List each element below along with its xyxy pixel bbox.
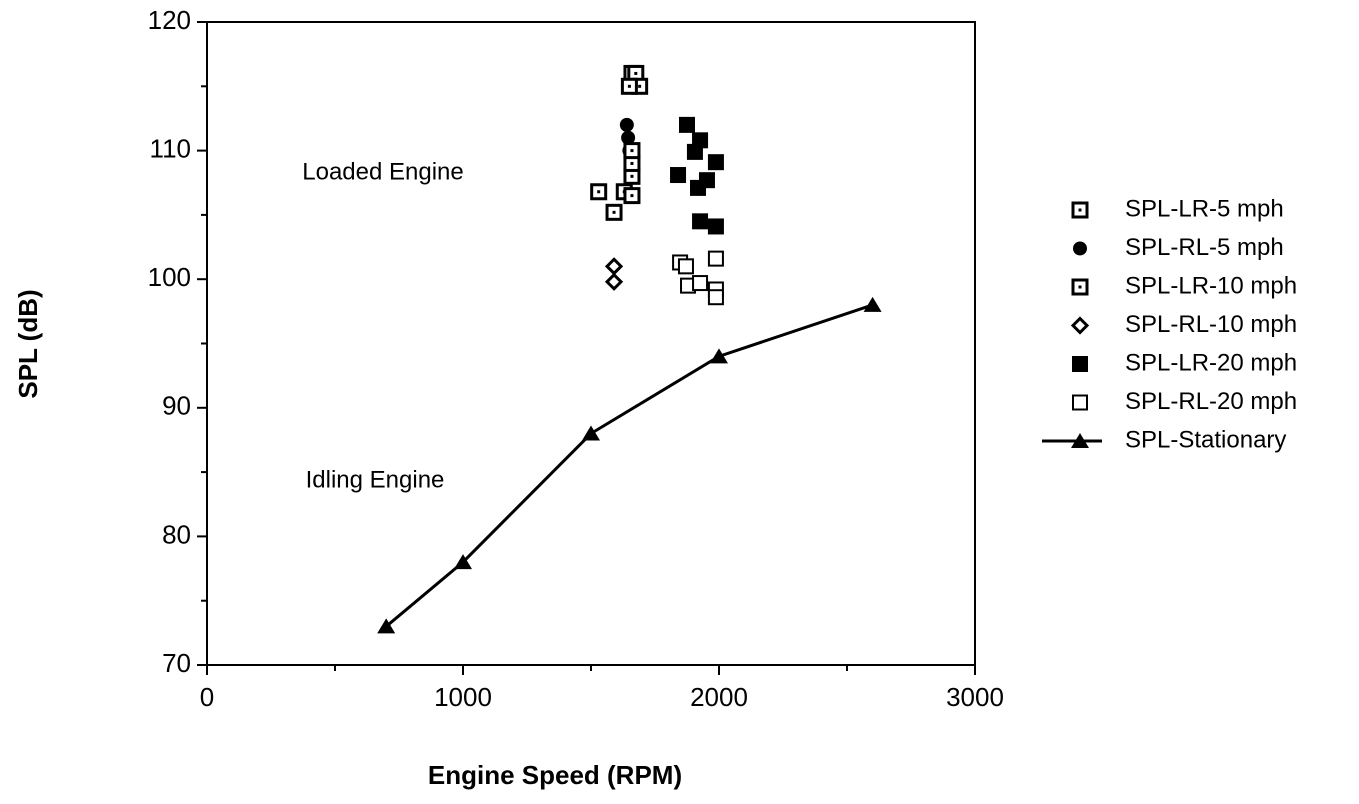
marker	[677, 258, 694, 275]
legend-marker	[1070, 316, 1090, 335]
marker-shape	[690, 179, 707, 196]
marker-shape	[707, 289, 724, 306]
marker	[620, 77, 638, 95]
marker-shape	[707, 154, 724, 171]
y-tick-label: 90	[162, 391, 191, 421]
x-tick-label: 0	[200, 682, 214, 712]
marker	[604, 272, 624, 291]
legend-marker	[1072, 394, 1088, 411]
legend-label: SPL-Stationary	[1125, 426, 1286, 453]
marker-shape	[707, 250, 724, 267]
marker	[686, 143, 703, 160]
annotation: Loaded Engine	[302, 158, 463, 185]
marker	[590, 183, 608, 201]
marker	[679, 116, 695, 133]
marker	[707, 154, 724, 171]
legend-marker	[1071, 433, 1089, 448]
y-axis-label: SPL (dB)	[13, 289, 43, 398]
marker-shape	[686, 143, 703, 160]
marker-dot	[634, 71, 638, 75]
marker-dot	[627, 84, 631, 88]
marker-shape	[1072, 356, 1088, 372]
legend-marker	[1072, 356, 1088, 372]
marker-shape	[670, 167, 687, 184]
annotation: Idling Engine	[306, 466, 445, 493]
legend-marker	[1073, 241, 1087, 256]
legend-marker	[1071, 201, 1089, 219]
marker-dot	[630, 161, 634, 165]
marker	[621, 130, 636, 145]
y-tick-label: 70	[162, 648, 191, 678]
x-tick-label: 2000	[690, 682, 748, 712]
marker-dot	[612, 210, 616, 214]
marker-dot	[630, 174, 634, 178]
marker-dot	[630, 194, 634, 198]
marker	[623, 187, 641, 205]
marker	[863, 296, 882, 312]
marker-shape	[679, 116, 695, 133]
marker-shape	[692, 275, 709, 292]
marker	[692, 275, 709, 292]
marker-dot	[1078, 285, 1082, 289]
marker	[604, 257, 624, 276]
y-tick-label: 110	[150, 133, 191, 163]
marker	[619, 117, 634, 132]
marker	[707, 218, 724, 235]
marker-shape	[677, 258, 694, 275]
marker	[623, 142, 641, 160]
marker	[707, 289, 724, 306]
marker	[454, 554, 472, 570]
legend-label: SPL-LR-20 mph	[1125, 349, 1297, 376]
marker	[707, 250, 724, 267]
x-tick-label: 1000	[434, 682, 492, 712]
legend-label: SPL-LR-5 mph	[1125, 195, 1284, 222]
marker-shape	[1072, 394, 1088, 411]
legend-marker	[1071, 278, 1089, 296]
legend-label: SPL-RL-20 mph	[1125, 388, 1297, 415]
marker	[377, 618, 396, 634]
marker-shape	[707, 218, 724, 235]
series-line	[385, 303, 874, 628]
y-tick-label: 80	[162, 519, 191, 549]
y-tick-label: 100	[148, 262, 191, 292]
marker	[582, 425, 600, 441]
marker-dot	[597, 190, 601, 194]
plot-frame	[206, 21, 976, 666]
marker-dot	[638, 84, 642, 88]
legend-label: SPL-RL-10 mph	[1125, 311, 1297, 338]
marker-dot	[630, 149, 634, 153]
marker-dot	[1078, 208, 1082, 212]
marker	[605, 203, 623, 221]
marker	[692, 213, 709, 230]
marker-shape	[692, 213, 709, 230]
y-tick-label: 120	[148, 5, 191, 35]
legend-label: SPL-RL-5 mph	[1125, 234, 1284, 261]
marker	[710, 348, 728, 364]
x-axis-label: Engine Speed (RPM)	[428, 760, 682, 790]
marker	[690, 179, 707, 196]
legend-label: SPL-LR-10 mph	[1125, 272, 1297, 299]
marker	[670, 167, 687, 184]
x-tick-label: 3000	[946, 682, 1004, 712]
